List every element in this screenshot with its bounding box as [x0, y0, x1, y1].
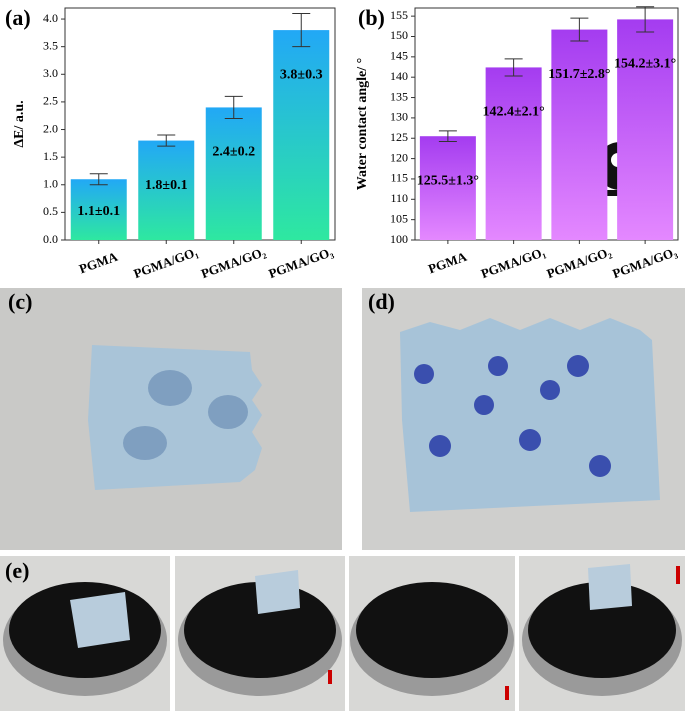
- y-tick-label: 105: [390, 211, 408, 225]
- bar: [273, 30, 330, 240]
- value-label: 3.8±0.3: [280, 67, 323, 82]
- x-tick-label: PGMA/GO₂: [545, 244, 614, 281]
- bar: [205, 107, 262, 240]
- bar: [551, 29, 608, 240]
- bar: [617, 19, 674, 241]
- y-tick-label: 150: [390, 28, 408, 42]
- panel-label: (d): [368, 289, 395, 314]
- photo-c: [0, 288, 342, 550]
- y-tick-label: 145: [390, 49, 408, 63]
- y-tick-label: 135: [390, 89, 408, 103]
- title: (a): [5, 5, 31, 30]
- y-tick-label: 115: [390, 171, 408, 185]
- bar: [419, 136, 476, 240]
- y-tick-label: 4.0: [43, 11, 58, 25]
- x-tick-label: PGMA: [426, 249, 469, 277]
- value-label: 125.5±1.3°: [417, 173, 479, 188]
- y-tick-label: 3.5: [43, 38, 58, 52]
- bar: [485, 67, 542, 240]
- y-tick-label: 1.5: [43, 149, 58, 163]
- value-label: 142.4±2.1°: [482, 105, 544, 120]
- photo-e: [0, 556, 685, 711]
- y-tick-label: 120: [390, 150, 408, 164]
- bar: [138, 140, 195, 240]
- plot-frame: [64, 7, 336, 241]
- x-tick-label: PGMA/GO₃: [610, 244, 679, 281]
- x-tick-label: PGMA/GO₁: [131, 244, 200, 281]
- bar: [70, 179, 127, 240]
- y-tick-label: 140: [390, 69, 408, 83]
- x-tick-label: PGMA: [77, 249, 120, 277]
- y-tick-label: 110: [390, 191, 408, 205]
- y-tick-label: 0.5: [43, 204, 58, 218]
- y-tick-label: 155: [390, 8, 408, 22]
- panel-label: (c): [8, 289, 32, 314]
- y-tick-label: 1.0: [43, 177, 58, 191]
- photo-d: [362, 288, 685, 550]
- y-tick-label: 2.5: [43, 94, 58, 108]
- panel-label: (e): [5, 558, 29, 583]
- value-label: 151.7±2.8°: [548, 67, 610, 82]
- title: (b): [358, 5, 385, 30]
- x-tick-label: PGMA/GO₂: [199, 244, 268, 281]
- plot-frame: [414, 7, 679, 241]
- value-label: 1.1±0.1: [77, 204, 120, 219]
- y-tick-label: 130: [390, 110, 408, 124]
- y-axis-title: Water contact angle/ °: [355, 58, 370, 190]
- value-label: 1.8±0.1: [145, 178, 188, 193]
- x-tick-label: PGMA/GO₁: [479, 244, 548, 281]
- y-tick-label: 3.0: [43, 66, 58, 80]
- y-tick-label: 2.0: [43, 121, 58, 135]
- value-label: 154.2±3.1°: [614, 57, 676, 72]
- y-tick-label: 125: [390, 130, 408, 144]
- value-label: 2.4±0.2: [212, 145, 255, 160]
- y-axis-title: ΔE/ a.u.: [12, 100, 27, 147]
- x-tick-label: PGMA/GO₃: [266, 244, 335, 281]
- y-tick-label: 100: [390, 232, 408, 246]
- y-tick-label: 0.0: [43, 232, 58, 246]
